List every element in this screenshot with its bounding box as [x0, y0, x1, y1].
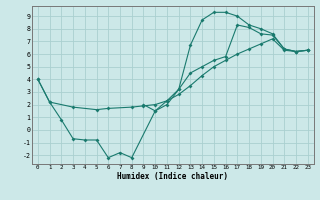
- X-axis label: Humidex (Indice chaleur): Humidex (Indice chaleur): [117, 172, 228, 181]
